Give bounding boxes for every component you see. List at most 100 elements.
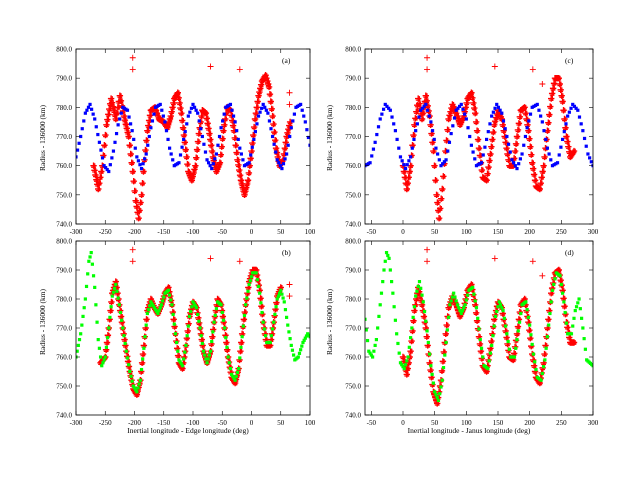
observed-point [528,151,535,158]
model-green-point [496,305,500,309]
observed-point-jitter [469,90,474,96]
observed-point [511,147,519,155]
model-blue-point [133,146,137,150]
model-green-point [386,253,390,258]
plot-area [76,246,310,398]
observed-point [538,174,545,181]
observed-point-jitter [471,105,477,111]
model-green-point [422,309,427,314]
y-tick-label: 740.0 [56,221,72,229]
observed-point [237,348,244,355]
model-blue-point [579,122,583,126]
observed-point-jitter [177,100,182,106]
model-green-point [275,297,279,301]
observed-point-jitter [130,169,136,174]
observed-point-jitter [432,163,437,169]
model-green-point [208,349,213,353]
observed-point-jitter [562,116,567,122]
model-green-point [553,277,557,281]
model-blue-point [549,158,553,162]
observed-point [116,92,124,99]
observed-point-jitter [545,120,551,126]
observed-point-jitter [182,139,188,145]
model-blue-point [476,163,480,167]
model-green-point [100,364,104,368]
observed-point [406,168,413,175]
observed-point-jitter [144,316,149,322]
model-blue-point [373,140,377,144]
observed-point-jitter [118,98,124,104]
model-green-point [249,275,254,279]
observed-point [470,99,477,107]
model-blue-point [217,134,222,139]
observed-point-jitter [528,152,534,158]
model-green-point [227,361,231,365]
model-blue-point [256,114,261,118]
model-blue-point [90,107,94,111]
model-green-point [84,284,89,289]
model-green-point [591,364,593,368]
y-tick-label: 770.0 [56,325,72,333]
model-green-point [524,300,528,304]
model-green-point [192,302,196,306]
model-blue-point [520,152,524,156]
observed-point [253,104,260,111]
model-blue-point [280,166,284,171]
model-blue-point [114,131,119,136]
model-green-point [160,299,165,303]
y-tick-label: 780.0 [345,296,361,304]
model-blue-point [380,112,384,116]
observed-point [142,146,149,154]
model-green-point [576,301,580,305]
model-blue-point [430,129,435,133]
observed-point-jitter [207,137,213,142]
model-green-point [445,328,449,332]
observed-point [184,161,191,168]
model-green-point [212,320,216,324]
model-green-point [410,326,414,330]
model-blue-point [403,166,408,171]
observed-point-jitter [473,119,479,125]
model-green-point [205,361,209,365]
model-blue-point [250,145,254,149]
model-green-point [171,312,175,317]
observed-point [146,112,154,119]
observed-point-jitter [486,164,491,170]
model-blue-point [378,117,382,121]
model-green-point [382,268,386,272]
model-blue-point [451,124,455,128]
y-tick-label: 790.0 [345,267,361,275]
model-green-point [540,371,544,376]
observed-point [139,179,146,187]
model-blue-point [180,145,184,149]
model-blue-point [168,146,172,150]
observed-point-jitter [487,158,492,163]
model-blue-point [164,129,169,133]
observed-point-jitter [548,96,554,101]
model-blue-point [252,137,256,142]
model-green-point [268,340,272,345]
model-green-point [95,320,99,324]
observed-point-jitter [540,169,546,174]
observed-point [472,109,479,117]
model-green-point [578,307,582,311]
series-model_blue [76,102,310,174]
model-green-point [101,361,105,365]
observed-point [193,146,201,153]
model-green-point [393,318,397,322]
outlier-point [207,63,214,70]
model-green-point [129,374,133,378]
observed-point-jitter [140,351,146,357]
observed-point [179,124,187,131]
model-green-point [281,296,285,300]
model-green-point [466,293,470,297]
model-blue-point [491,110,495,114]
model-blue-point [211,162,215,166]
model-blue-point [269,127,273,131]
observed-point-jitter [490,129,496,135]
model-blue-point [186,114,190,118]
observed-point-jitter [419,116,425,122]
x-tick-label: 50 [431,419,439,427]
model-blue-point [235,129,239,133]
observed-point-jitter [108,299,114,305]
